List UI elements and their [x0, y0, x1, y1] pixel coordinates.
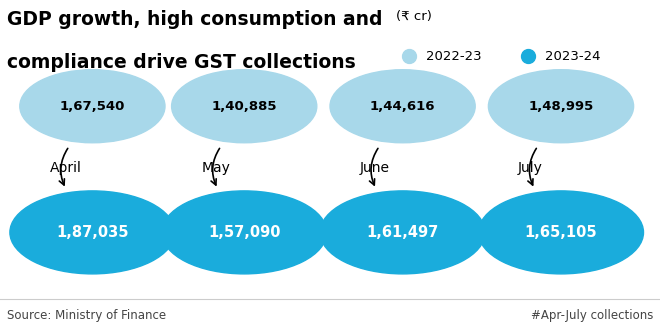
- Text: May: May: [201, 161, 230, 175]
- Text: 1,44,616: 1,44,616: [370, 100, 436, 113]
- Text: April: April: [50, 161, 81, 175]
- Circle shape: [330, 70, 475, 143]
- Text: 2022-23: 2022-23: [426, 50, 481, 63]
- Text: July: July: [518, 161, 543, 175]
- Text: GDP growth, high consumption and: GDP growth, high consumption and: [7, 10, 382, 29]
- Text: 1,48,995: 1,48,995: [529, 100, 593, 113]
- Text: (₹ cr): (₹ cr): [396, 10, 432, 23]
- Circle shape: [20, 70, 165, 143]
- Text: 1,40,885: 1,40,885: [211, 100, 277, 113]
- Text: 1,87,035: 1,87,035: [56, 225, 129, 240]
- Text: June: June: [360, 161, 389, 175]
- Text: 1,65,105: 1,65,105: [525, 225, 597, 240]
- Text: compliance drive GST collections: compliance drive GST collections: [7, 53, 355, 72]
- Text: 1,57,090: 1,57,090: [208, 225, 280, 240]
- Text: #Apr-July collections: #Apr-July collections: [531, 309, 653, 322]
- Circle shape: [172, 70, 317, 143]
- Text: Source: Ministry of Finance: Source: Ministry of Finance: [7, 309, 166, 322]
- Text: 1,67,540: 1,67,540: [59, 100, 125, 113]
- Circle shape: [10, 191, 175, 274]
- Circle shape: [162, 191, 327, 274]
- Circle shape: [478, 191, 644, 274]
- Text: 2023-24: 2023-24: [544, 50, 600, 63]
- Text: 1,61,497: 1,61,497: [366, 225, 439, 240]
- Circle shape: [320, 191, 485, 274]
- Circle shape: [488, 70, 634, 143]
